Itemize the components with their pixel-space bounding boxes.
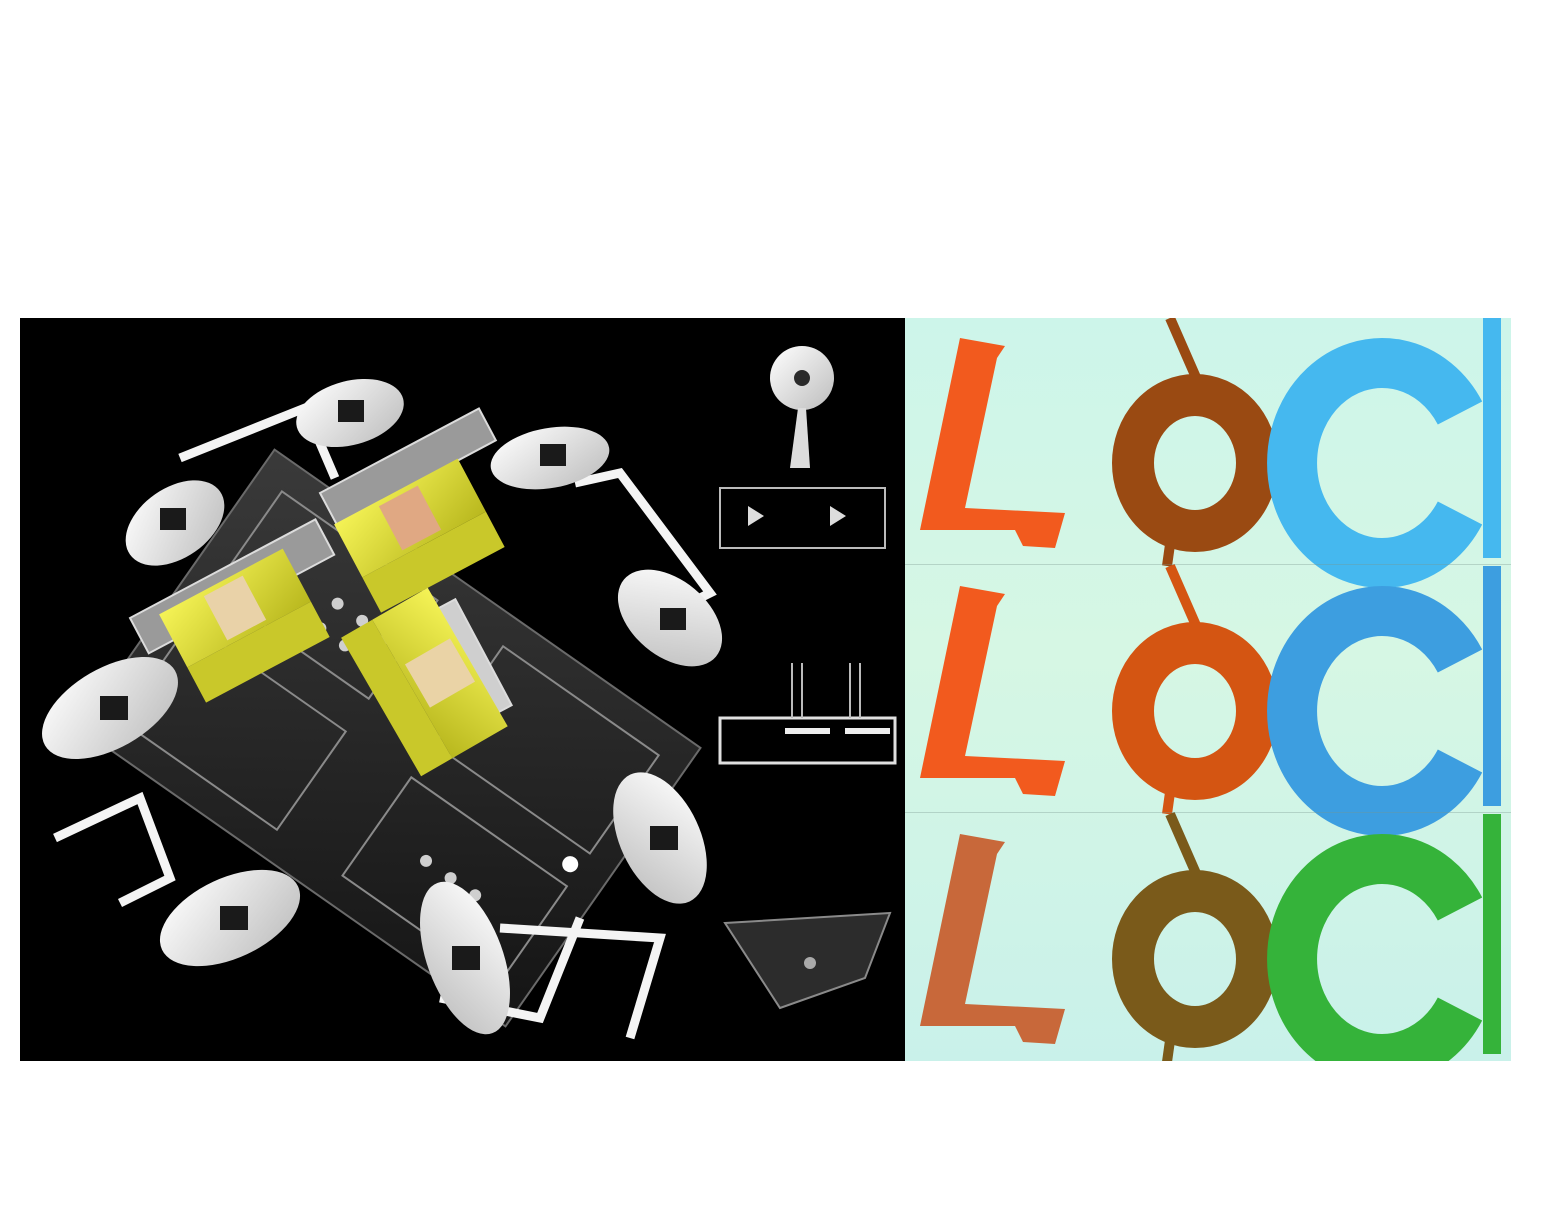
row-divider [905,812,1511,813]
letter-l [920,834,1065,1044]
row-divider [905,564,1511,565]
letter-c-bar [1483,566,1501,806]
letter-l [920,586,1065,796]
letter-o [1112,374,1278,552]
component-insets [718,346,897,1010]
loc-row [920,318,1501,588]
letter-o [1112,870,1278,1048]
roller-wheels [42,378,723,1035]
yellow-clamps [159,458,508,777]
loc-letters-panel [905,318,1511,1061]
letter-l [920,338,1065,548]
letter-c-bar [1483,318,1501,558]
loc-row [920,563,1501,836]
device-render-panel [20,318,905,1061]
letter-c [1267,338,1483,588]
device-render-illustration [42,346,897,1040]
letter-c [1267,834,1483,1061]
letter-c-bar [1483,814,1501,1054]
loc-row [920,811,1501,1061]
letter-c [1267,586,1483,836]
letter-o [1112,622,1278,800]
loc-letters [920,318,1501,1061]
